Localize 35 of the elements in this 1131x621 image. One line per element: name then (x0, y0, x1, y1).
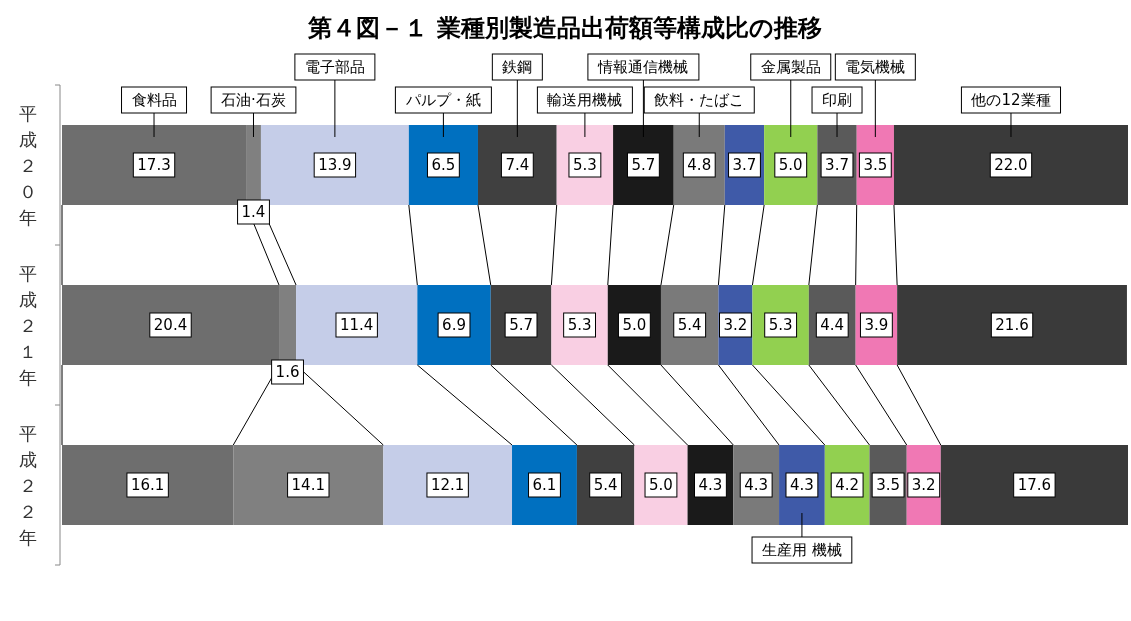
data-label: 3.5 (863, 156, 888, 174)
data-label: 4.3 (789, 476, 814, 494)
data-label: 3.2 (911, 476, 936, 494)
series-label: 飲料・たばこ (654, 91, 745, 109)
series-label: 輸送用機械 (547, 91, 623, 109)
series-label: 石油·石炭 (221, 91, 286, 109)
data-label: 5.7 (509, 316, 533, 334)
data-label: 6.9 (442, 316, 466, 334)
data-label: 4.2 (835, 476, 860, 494)
data-label: 4.4 (820, 316, 845, 334)
data-label: 5.4 (677, 316, 702, 334)
data-label: 3.5 (876, 476, 901, 494)
data-label: 13.9 (318, 156, 352, 174)
data-label: 21.6 (995, 316, 1029, 334)
data-label: 14.1 (291, 476, 325, 494)
data-label: 5.3 (572, 156, 597, 174)
data-label: 3.9 (864, 316, 889, 334)
title: 第４図－１ 業種別製造品出荷額等構成比の推移 (308, 14, 822, 42)
series-label: 印刷 (822, 91, 853, 109)
data-label: 5.4 (593, 476, 618, 494)
data-label: 5.0 (649, 476, 673, 494)
data-label: 5.3 (768, 316, 793, 334)
data-label: 3.7 (825, 156, 849, 174)
data-label: 4.3 (744, 476, 769, 494)
series-label: 生産用 機械 (762, 541, 842, 559)
data-label: 5.0 (622, 316, 647, 334)
data-label: 6.5 (431, 156, 456, 174)
data-label: 17.3 (137, 156, 171, 174)
series-label: 食料品 (131, 91, 177, 109)
data-label: 22.0 (994, 156, 1028, 174)
series-label: パルプ・紙 (404, 91, 481, 109)
data-label: 7.4 (505, 156, 530, 174)
series-label: 他の12業種 (971, 91, 1051, 109)
data-label: 4.8 (687, 156, 712, 174)
data-label: 5.0 (778, 156, 803, 174)
